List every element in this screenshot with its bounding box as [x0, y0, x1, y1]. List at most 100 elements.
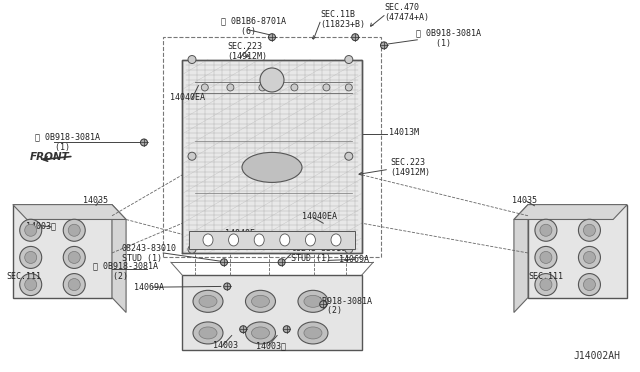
Circle shape	[20, 273, 42, 296]
Circle shape	[320, 301, 326, 308]
Polygon shape	[528, 205, 627, 298]
Circle shape	[540, 251, 552, 263]
Ellipse shape	[252, 295, 269, 307]
Circle shape	[540, 279, 552, 291]
Circle shape	[579, 219, 600, 241]
Circle shape	[345, 152, 353, 160]
Circle shape	[227, 84, 234, 91]
Circle shape	[25, 279, 36, 291]
Circle shape	[269, 34, 275, 41]
Text: Ⓐ 0B1B6-8701A
    (6): Ⓐ 0B1B6-8701A (6)	[221, 16, 286, 36]
Circle shape	[224, 283, 230, 290]
Ellipse shape	[193, 322, 223, 344]
Ellipse shape	[254, 234, 264, 246]
Text: 14035: 14035	[83, 196, 108, 205]
Bar	[163, 37, 381, 257]
Circle shape	[141, 139, 147, 146]
Text: ⒳ 0B918-3081A
    (2): ⒳ 0B918-3081A (2)	[93, 261, 158, 280]
Circle shape	[25, 251, 36, 263]
Ellipse shape	[252, 327, 269, 339]
Ellipse shape	[199, 327, 217, 339]
Polygon shape	[112, 205, 126, 312]
Text: ⒳ 0B918-3081A
    (2): ⒳ 0B918-3081A (2)	[307, 296, 372, 315]
Ellipse shape	[246, 290, 275, 312]
Circle shape	[68, 251, 80, 263]
Polygon shape	[13, 205, 112, 298]
Circle shape	[68, 279, 80, 291]
Text: 08243-83010
STUD (1): 08243-83010 STUD (1)	[122, 244, 177, 263]
Circle shape	[284, 326, 290, 333]
Circle shape	[345, 55, 353, 64]
Text: SEC.111: SEC.111	[6, 272, 42, 280]
Text: 14013M: 14013M	[389, 128, 419, 137]
Polygon shape	[13, 205, 126, 219]
Circle shape	[240, 326, 246, 333]
Text: 14040EA: 14040EA	[302, 212, 337, 221]
Bar	[189, 231, 355, 249]
Circle shape	[535, 219, 557, 241]
Circle shape	[188, 152, 196, 160]
Circle shape	[345, 245, 353, 253]
Circle shape	[579, 246, 600, 269]
Ellipse shape	[298, 322, 328, 344]
Text: 08243-83010
STUD (1): 08243-83010 STUD (1)	[291, 244, 346, 263]
Circle shape	[535, 246, 557, 269]
Text: ⒳ 0B918-3081A
    (1): ⒳ 0B918-3081A (1)	[35, 132, 100, 152]
Ellipse shape	[203, 234, 213, 246]
Circle shape	[20, 219, 42, 241]
Text: SEC.470
(47474+A): SEC.470 (47474+A)	[384, 3, 429, 22]
Circle shape	[352, 34, 358, 41]
Text: 14069A: 14069A	[134, 283, 164, 292]
Circle shape	[540, 224, 552, 236]
Text: 14069A: 14069A	[339, 255, 369, 264]
Ellipse shape	[193, 290, 223, 312]
Ellipse shape	[304, 295, 322, 307]
Circle shape	[323, 84, 330, 91]
Circle shape	[68, 224, 80, 236]
Text: 14035: 14035	[512, 196, 537, 205]
Ellipse shape	[228, 234, 239, 246]
Circle shape	[188, 55, 196, 64]
Ellipse shape	[331, 234, 341, 246]
Ellipse shape	[199, 295, 217, 307]
Text: SEC.223
(14912M): SEC.223 (14912M)	[390, 158, 430, 177]
Ellipse shape	[298, 290, 328, 312]
Circle shape	[584, 279, 595, 291]
Ellipse shape	[305, 234, 316, 246]
Text: SEC.11B
(11823+B): SEC.11B (11823+B)	[320, 10, 365, 29]
Text: 14040EA: 14040EA	[170, 93, 205, 102]
Circle shape	[259, 84, 266, 91]
Circle shape	[63, 246, 85, 269]
Ellipse shape	[242, 153, 302, 182]
Text: 14003①: 14003①	[26, 221, 56, 230]
Circle shape	[346, 84, 352, 91]
Circle shape	[291, 84, 298, 91]
Circle shape	[63, 273, 85, 296]
Text: 14040E: 14040E	[225, 229, 255, 238]
Ellipse shape	[280, 234, 290, 246]
Circle shape	[20, 246, 42, 269]
Text: ⒳ 0B918-3081A
    (1): ⒳ 0B918-3081A (1)	[416, 28, 481, 48]
Text: SEC.111: SEC.111	[528, 272, 563, 280]
Circle shape	[188, 245, 196, 253]
Polygon shape	[514, 205, 528, 312]
Circle shape	[535, 273, 557, 296]
Circle shape	[381, 42, 387, 49]
Circle shape	[221, 259, 227, 266]
Circle shape	[579, 273, 600, 296]
Circle shape	[584, 251, 595, 263]
Ellipse shape	[304, 327, 322, 339]
Circle shape	[260, 68, 284, 92]
Circle shape	[278, 259, 285, 266]
Polygon shape	[182, 275, 362, 350]
Text: 14003①: 14003①	[256, 341, 286, 350]
Text: FRONT: FRONT	[29, 152, 69, 162]
Circle shape	[25, 224, 36, 236]
Polygon shape	[182, 60, 362, 253]
Polygon shape	[514, 205, 627, 219]
Circle shape	[63, 219, 85, 241]
Text: 14003: 14003	[213, 341, 238, 350]
Circle shape	[202, 84, 208, 91]
Text: SEC.223
(14912M): SEC.223 (14912M)	[227, 42, 268, 61]
Text: J14002AH: J14002AH	[574, 352, 621, 361]
